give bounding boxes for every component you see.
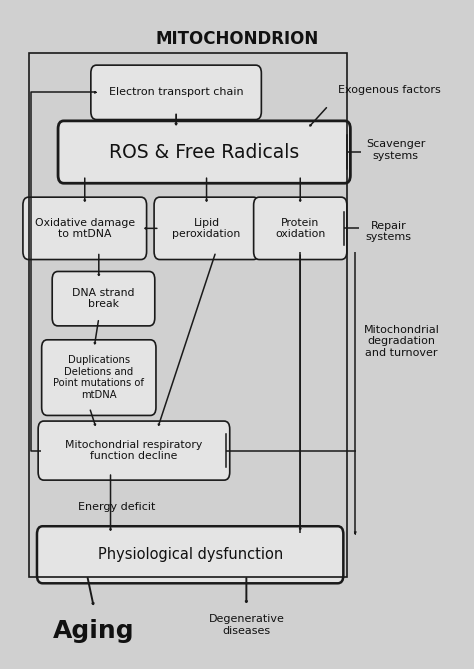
FancyBboxPatch shape xyxy=(254,197,347,260)
FancyBboxPatch shape xyxy=(42,340,156,415)
FancyBboxPatch shape xyxy=(52,272,155,326)
FancyBboxPatch shape xyxy=(37,527,343,583)
FancyBboxPatch shape xyxy=(58,121,350,183)
Text: Mitochondrial
degradation
and turnover: Mitochondrial degradation and turnover xyxy=(364,324,439,358)
Text: Electron transport chain: Electron transport chain xyxy=(109,88,244,98)
FancyBboxPatch shape xyxy=(91,65,261,120)
FancyBboxPatch shape xyxy=(23,197,146,260)
Text: Aging: Aging xyxy=(53,619,135,643)
FancyBboxPatch shape xyxy=(154,197,259,260)
FancyBboxPatch shape xyxy=(38,421,230,480)
Text: Protein
oxidation: Protein oxidation xyxy=(275,217,325,239)
Text: Scavenger
systems: Scavenger systems xyxy=(366,139,425,161)
Text: Physiological dysfunction: Physiological dysfunction xyxy=(98,547,283,562)
Text: Mitochondrial respiratory
function decline: Mitochondrial respiratory function decli… xyxy=(65,440,202,462)
Text: Oxidative damage
to mtDNA: Oxidative damage to mtDNA xyxy=(35,217,135,239)
Text: MITOCHONDRION: MITOCHONDRION xyxy=(155,30,319,48)
Text: Repair
systems: Repair systems xyxy=(366,221,412,242)
Text: Energy deficit: Energy deficit xyxy=(78,502,155,512)
Text: ROS & Free Radicals: ROS & Free Radicals xyxy=(109,142,300,161)
Text: Degenerative
diseases: Degenerative diseases xyxy=(209,614,284,636)
Text: Lipid
peroxidation: Lipid peroxidation xyxy=(173,217,241,239)
Text: DNA strand
break: DNA strand break xyxy=(72,288,135,310)
Text: Duplications
Deletions and
Point mutations of
mtDNA: Duplications Deletions and Point mutatio… xyxy=(53,355,144,400)
Text: Exogenous factors: Exogenous factors xyxy=(337,86,440,96)
